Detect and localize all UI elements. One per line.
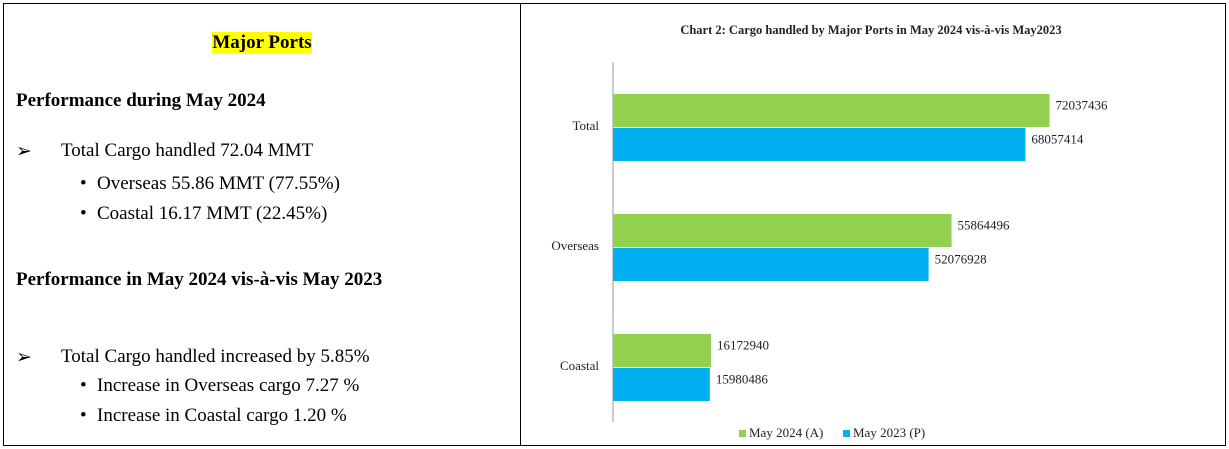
bar — [613, 214, 952, 247]
bullet: • — [80, 203, 87, 224]
arrow-bullet: ➢ — [16, 347, 32, 368]
value-label: 16172940 — [717, 337, 769, 352]
item: Total Cargo handled increased by 5.85% — [61, 346, 370, 367]
bullet: • — [80, 173, 87, 194]
bar — [613, 334, 712, 367]
bar — [613, 248, 929, 281]
heading-box: Major Ports — [4, 32, 520, 54]
bullet: • — [80, 405, 87, 426]
bar — [613, 94, 1050, 127]
subitem: Increase in Overseas cargo 7.27 % — [97, 375, 360, 396]
legend-swatch — [739, 430, 746, 437]
value-label: 72037436 — [1056, 97, 1109, 112]
bullet: • — [80, 375, 87, 396]
value-label: 15980486 — [716, 371, 769, 386]
bar — [613, 368, 710, 401]
page: Major Ports Performance during May 2024 … — [3, 3, 1226, 446]
section-title: Performance during May 2024 — [16, 90, 266, 111]
item: Total Cargo handled 72.04 MMT — [61, 140, 314, 161]
category-label: Total — [572, 118, 599, 133]
value-label: 52076928 — [935, 251, 987, 266]
text-panel: Major Ports Performance during May 2024 … — [4, 4, 521, 445]
chart: Chart 2: Cargo handled by Major Ports in… — [551, 23, 1109, 440]
heading: Major Ports — [212, 32, 312, 53]
subitem: Increase in Coastal cargo 1.20 % — [97, 405, 347, 426]
subitem: Coastal 16.17 MMT (22.45%) — [97, 203, 328, 224]
category-label: Coastal — [560, 358, 599, 373]
value-label: 55864496 — [958, 217, 1011, 232]
subitem: Overseas 55.86 MMT (77.55%) — [97, 173, 340, 194]
chart-title: Chart 2: Cargo handled by Major Ports in… — [680, 23, 1061, 37]
value-label: 68057414 — [1031, 131, 1084, 146]
arrow-bullet: ➢ — [16, 141, 32, 162]
section-title: Performance in May 2024 vis-à-vis May 20… — [16, 269, 383, 290]
category-label: Overseas — [551, 238, 599, 253]
bar — [613, 128, 1026, 161]
legend-label: May 2023 (P) — [853, 425, 925, 440]
legend-swatch — [843, 430, 850, 437]
legend-label: May 2024 (A) — [749, 425, 823, 440]
